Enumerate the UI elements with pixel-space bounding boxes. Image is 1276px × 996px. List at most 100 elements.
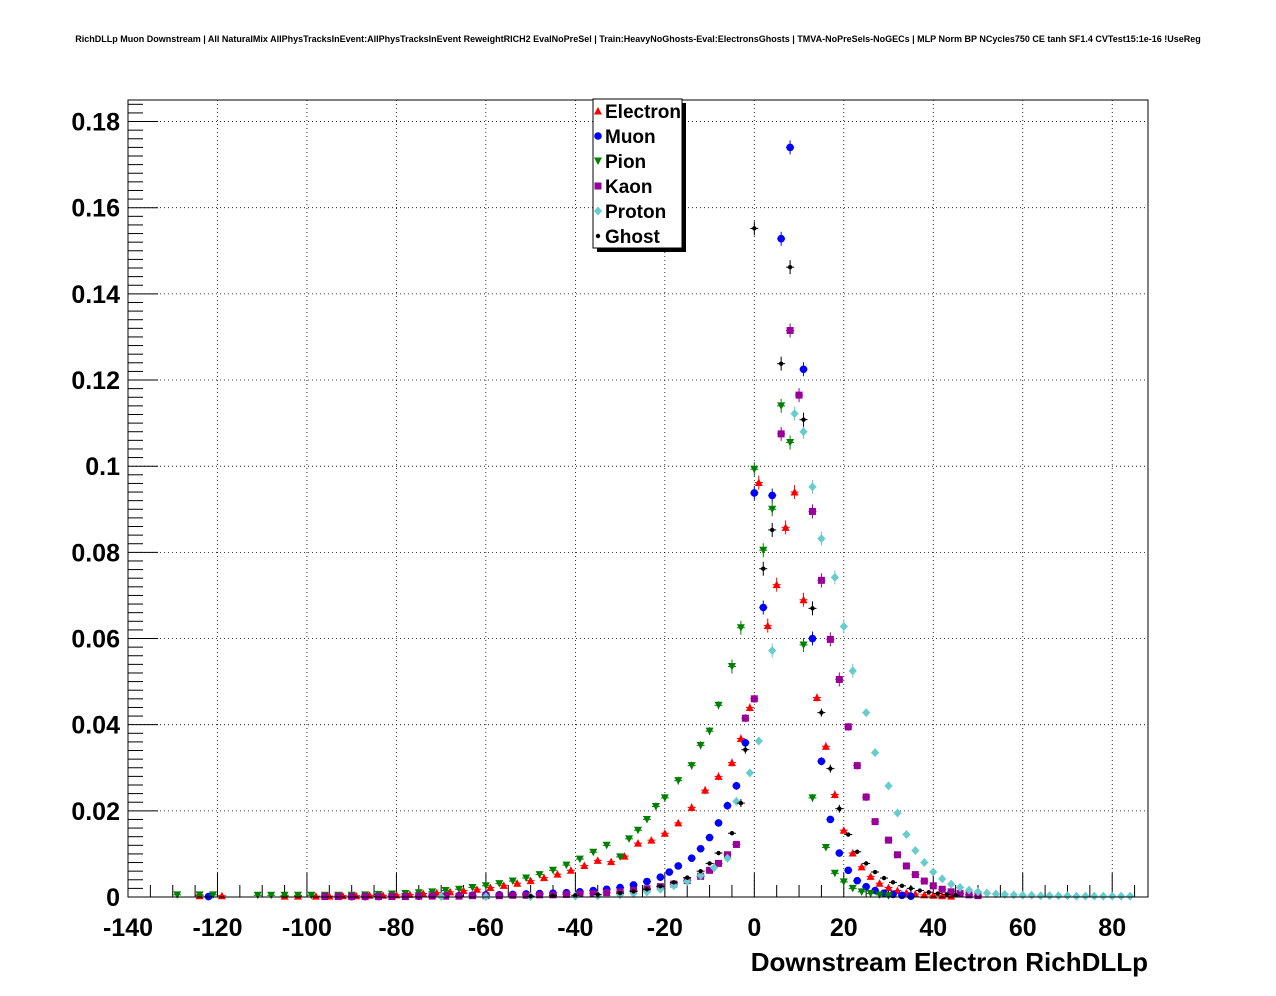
data-marker bbox=[750, 695, 758, 703]
data-point bbox=[705, 866, 714, 874]
data-marker bbox=[1036, 891, 1045, 901]
data-point bbox=[920, 890, 929, 899]
data-point bbox=[848, 849, 857, 857]
data-point bbox=[455, 885, 464, 894]
data-marker bbox=[522, 874, 531, 883]
data-marker bbox=[965, 891, 973, 899]
data-point bbox=[549, 866, 557, 875]
data-point bbox=[786, 323, 795, 338]
data-point bbox=[821, 843, 830, 852]
data-marker bbox=[428, 888, 437, 896]
x-tick-label: -140 bbox=[103, 914, 153, 942]
data-point bbox=[674, 818, 683, 827]
data-marker bbox=[642, 815, 651, 824]
data-marker bbox=[715, 859, 723, 867]
y-tick-label: 0.16 bbox=[71, 195, 120, 223]
data-marker bbox=[884, 892, 893, 900]
data-marker bbox=[991, 889, 1000, 899]
data-point bbox=[965, 885, 974, 895]
data-point bbox=[759, 561, 768, 576]
data-marker bbox=[173, 891, 182, 899]
data-marker bbox=[808, 482, 817, 492]
data-point bbox=[790, 485, 799, 500]
data-point bbox=[754, 736, 763, 746]
legend-item-kaon: Kaon bbox=[594, 177, 653, 198]
data-marker bbox=[837, 806, 842, 811]
data-marker bbox=[294, 891, 302, 900]
data-marker bbox=[844, 866, 853, 875]
data-point bbox=[786, 260, 795, 275]
y-tick-label: 0.06 bbox=[71, 626, 120, 654]
data-marker bbox=[575, 855, 584, 864]
data-marker bbox=[540, 873, 549, 882]
data-marker bbox=[853, 876, 862, 885]
data-marker bbox=[714, 819, 723, 827]
data-point bbox=[625, 835, 634, 843]
data-marker bbox=[573, 893, 578, 898]
data-point bbox=[821, 742, 830, 751]
data-marker bbox=[415, 892, 423, 900]
data-marker bbox=[499, 881, 508, 889]
data-point bbox=[808, 601, 817, 616]
data-marker bbox=[280, 891, 289, 900]
data-point bbox=[750, 694, 759, 703]
data-point bbox=[875, 891, 884, 899]
legend-label: Proton bbox=[605, 202, 666, 223]
data-marker bbox=[495, 892, 503, 900]
data-point bbox=[763, 618, 772, 633]
data-point bbox=[817, 757, 826, 766]
data-point bbox=[857, 888, 866, 896]
data-point bbox=[884, 781, 893, 791]
data-marker bbox=[738, 800, 744, 806]
data-marker bbox=[522, 891, 530, 899]
data-marker bbox=[855, 849, 860, 854]
data-point bbox=[947, 888, 956, 896]
data-marker bbox=[872, 869, 878, 875]
data-marker bbox=[848, 884, 857, 893]
data-point bbox=[750, 485, 759, 500]
data-marker bbox=[819, 710, 824, 715]
data-point bbox=[938, 874, 947, 884]
data-marker bbox=[830, 790, 839, 798]
data-marker bbox=[732, 840, 740, 848]
data-marker bbox=[871, 748, 880, 758]
data-marker bbox=[1018, 890, 1027, 900]
data-marker bbox=[665, 868, 674, 876]
data-point bbox=[696, 868, 705, 874]
data-point bbox=[826, 632, 835, 647]
data-marker bbox=[603, 889, 611, 897]
data-marker bbox=[468, 884, 477, 892]
data-marker bbox=[687, 803, 696, 811]
data-point bbox=[495, 880, 504, 888]
data-point bbox=[848, 663, 857, 678]
data-marker bbox=[696, 870, 705, 880]
data-point bbox=[830, 570, 839, 585]
data-marker bbox=[442, 892, 450, 900]
data-point bbox=[835, 849, 844, 857]
legend-label: Electron bbox=[605, 102, 681, 123]
data-marker bbox=[634, 826, 642, 835]
data-point bbox=[915, 888, 924, 893]
data-marker bbox=[1063, 891, 1072, 901]
legend-box bbox=[592, 98, 683, 249]
data-point bbox=[732, 840, 741, 848]
data-point bbox=[853, 876, 862, 885]
data-marker bbox=[947, 888, 955, 896]
data-marker bbox=[884, 883, 893, 892]
data-marker bbox=[513, 879, 522, 887]
data-point bbox=[750, 221, 759, 236]
data-point bbox=[723, 801, 732, 810]
data-marker bbox=[656, 873, 665, 881]
data-point bbox=[844, 866, 853, 875]
data-point bbox=[920, 858, 929, 868]
data-marker bbox=[1108, 891, 1117, 901]
data-point bbox=[660, 829, 669, 837]
data-point bbox=[727, 758, 736, 767]
y-tick-label: 0.1 bbox=[85, 453, 120, 481]
data-point bbox=[660, 793, 669, 802]
x-tick-label: -40 bbox=[557, 914, 593, 942]
data-marker bbox=[953, 893, 958, 898]
data-marker bbox=[658, 884, 663, 889]
data-marker bbox=[732, 796, 741, 806]
data-marker bbox=[920, 890, 929, 899]
